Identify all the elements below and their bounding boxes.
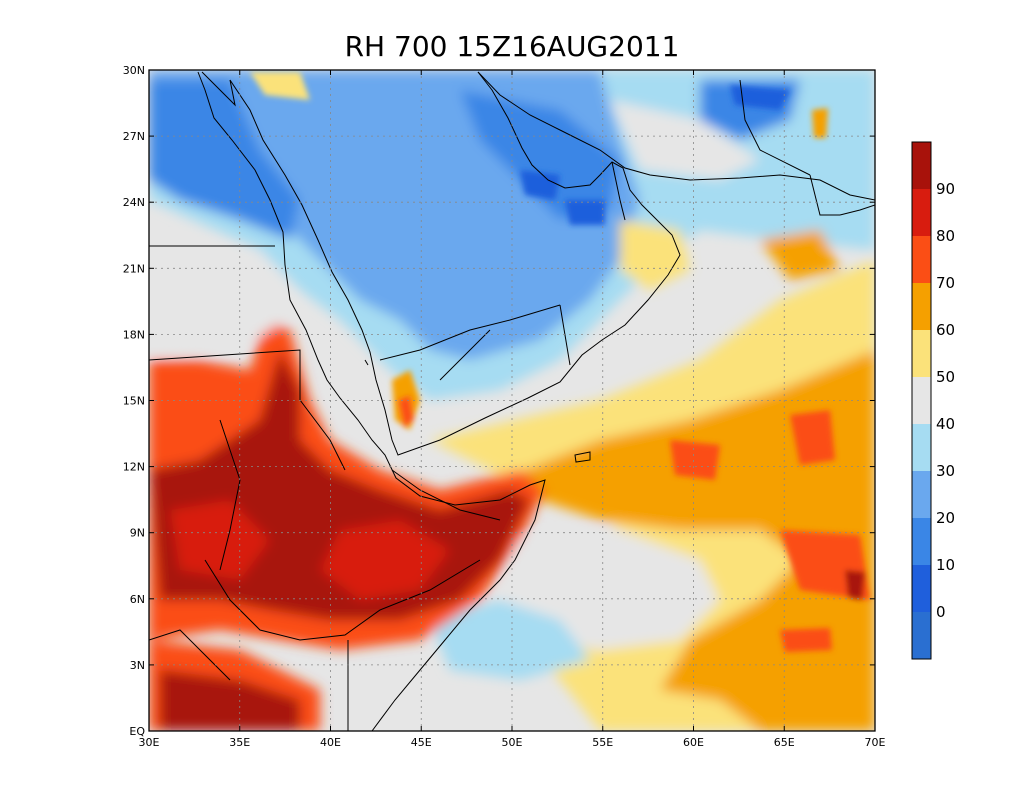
colorbar-tick-label: 60 [936,321,955,339]
x-tick-label: 40E [320,736,341,749]
colorbar-swatch [912,330,931,377]
field-spot-red-east-4 [780,628,832,652]
map-title: RH 700 15Z16AUG2011 [345,30,680,63]
socotra-island [574,451,591,463]
x-tick-label: 50E [502,736,523,749]
y-tick-label: 3N [130,659,145,672]
border-oman [559,304,571,366]
field-spot-darkblue-1 [520,170,560,200]
colorbar-tick-label: 0 [936,603,946,621]
border-africa-east [149,349,346,471]
field-region-red-inner [320,520,450,600]
field-spot-yellow-west [250,72,310,100]
colorbar-swatch [912,518,931,565]
colorbar-tick-label: 50 [936,368,955,386]
y-tick-label: 27N [123,130,145,143]
colorbar: 0 10 20 30 40 50 60 70 80 90 [911,141,955,660]
field-region-blue-gulf [460,90,620,220]
x-tick-label: 35E [229,736,250,749]
field-spot-orange-northeast [812,108,828,138]
red-sea-african-coast [197,71,546,731]
coastlines-and-borders [149,71,875,731]
hanish-islands [364,359,369,366]
x-tick-label: 70E [865,736,886,749]
colorbar-tick-label: 10 [936,556,955,574]
x-tick-label: 45E [411,736,432,749]
field-region-darkred-southwest [160,670,300,731]
colorbar-swatch [912,142,931,189]
colorbar-tick-label: 20 [936,509,955,527]
border-yemen-oman [439,329,491,381]
colorbar-tick-label: 40 [936,415,955,433]
colorbar-swatch [912,236,931,283]
field-region-orange-east [760,230,840,280]
y-tick-label: 21N [123,262,145,275]
field-spot-red-yemen [398,395,414,428]
field-spot-red-east-1 [670,440,720,480]
rh-shaded-field [149,70,875,731]
x-tick-label: 60E [683,736,704,749]
persian-gulf-iran-coast [477,71,875,201]
map-axes: 30E 35E 40E 45E 50E 55E 60E 65E 70E EQ 3N 6N 9N 12N 15… [123,64,886,749]
sinai-coast [201,71,236,107]
field-region-red-ethiopia [170,500,270,580]
field-spot-darkblue-2 [565,200,605,225]
y-tick-label: 18N [123,328,145,341]
field-region-blue-west [149,80,300,240]
y-tick-label: 15N [123,395,145,408]
colorbar-swatch [912,189,931,236]
y-tick-label: 6N [130,593,145,606]
colorbar-frame [911,141,932,660]
field-region-grey-northeast [610,100,760,180]
border-uae [611,161,626,221]
field-region-lightblue-south [430,600,590,680]
colorbar-swatch [912,377,931,424]
field-spot-red-east-2 [790,410,835,465]
colorbar-swatch [912,471,931,518]
border-ethiopia-south [204,559,481,641]
colorbar-swatch [912,565,931,612]
field-region-orange [500,350,875,731]
field-spot-darkred-east [845,570,865,600]
y-tick-label: 12N [123,461,145,474]
y-tick-label: 30N [123,64,145,77]
border-somaliland [391,469,501,521]
border-ethiopia-west [219,419,241,571]
x-tick-label: 55E [592,736,613,749]
border-saudi-yemen [379,304,561,361]
field-spot-darkblue-3 [730,85,790,110]
colorbar-tick-label: 80 [936,227,955,245]
border-iran-pakistan [809,174,840,216]
y-tick-label: 9N [130,527,145,540]
coast-pakistan [839,204,875,216]
lat-lon-grid [149,70,875,731]
border-afghanistan [739,79,811,176]
field-region-grey-west [149,240,300,355]
x-tick-label: 65E [774,736,795,749]
colorbar-swatch [912,424,931,471]
colorbar-tick-label: 90 [936,180,955,198]
colorbar-tick-label: 70 [936,274,955,292]
colorbar-swatch [912,283,931,330]
y-tick-label: EQ [129,725,145,738]
red-sea-arabian-coast [229,71,681,456]
colorbar-tick-label: 30 [936,462,955,480]
y-tick-label: 24N [123,196,145,209]
border-southwest [149,629,231,681]
colorbar-swatch [912,612,931,659]
x-tick-label: 30E [139,736,160,749]
